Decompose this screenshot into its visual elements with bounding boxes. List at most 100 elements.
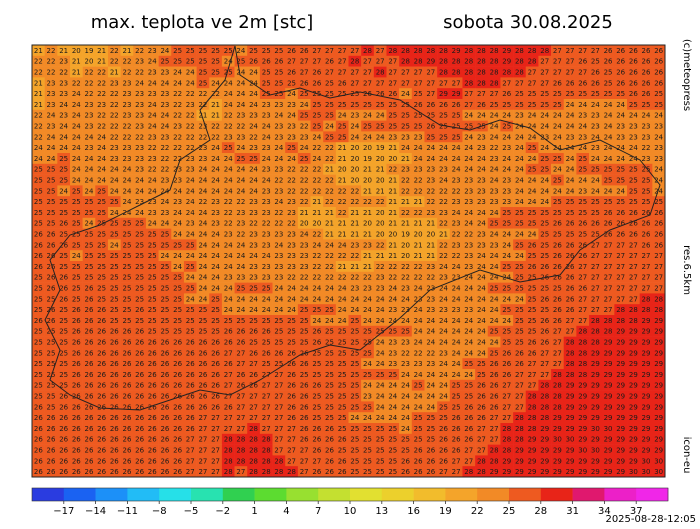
- temperature-cell: [614, 304, 628, 316]
- temperature-value: 23: [502, 187, 511, 195]
- temperature-value: 25: [312, 371, 321, 379]
- temperature-value: 28: [224, 457, 233, 465]
- temperature-value: 28: [439, 69, 448, 77]
- temperature-value: 23: [452, 274, 461, 282]
- temperature-value: 22: [300, 177, 309, 185]
- temperature-value: 25: [59, 155, 68, 163]
- temperature-value: 24: [439, 144, 448, 152]
- temperature-value: 25: [312, 101, 321, 109]
- temperature-value: 25: [59, 371, 68, 379]
- temperature-value: 29: [591, 414, 600, 422]
- temperature-value: 24: [654, 177, 663, 185]
- temperature-value: 24: [148, 220, 157, 228]
- temperature-cell: [196, 185, 210, 197]
- temperature-value: 26: [72, 447, 81, 455]
- temperature-value: 26: [173, 371, 182, 379]
- temperature-value: 28: [528, 403, 537, 411]
- temperature-value: 22: [338, 252, 347, 260]
- temperature-cell: [500, 120, 514, 132]
- temperature-value: 20: [414, 231, 423, 239]
- temperature-value: 23: [477, 133, 486, 141]
- temperature-value: 21: [312, 209, 321, 217]
- temperature-value: 26: [642, 209, 651, 217]
- temperature-cell: [209, 261, 223, 273]
- temperature-value: 29: [528, 436, 537, 444]
- temperature-cell: [158, 304, 172, 316]
- temperature-cell: [373, 250, 387, 262]
- temperature-cell: [525, 228, 539, 240]
- temperature-cell: [171, 358, 185, 370]
- temperature-cell: [538, 131, 552, 143]
- temperature-value: 29: [629, 339, 638, 347]
- temperature-value: 25: [34, 274, 43, 282]
- temperature-cell: [627, 325, 640, 337]
- temperature-value: 23: [47, 123, 56, 131]
- temperature-cell: [361, 109, 375, 121]
- temperature-cell: [247, 88, 261, 100]
- temperature-cell: [209, 250, 223, 262]
- temperature-value: 25: [604, 198, 613, 206]
- temperature-value: 27: [338, 47, 347, 55]
- temperature-value: 26: [59, 414, 68, 422]
- temperature-cell: [361, 304, 375, 316]
- temperature-value: 23: [249, 112, 258, 120]
- colorbar-segment: [222, 488, 255, 501]
- temperature-value: 25: [262, 285, 271, 293]
- temperature-value: 24: [464, 133, 473, 141]
- temperature-value: 25: [59, 263, 68, 271]
- temperature-cell: [285, 358, 299, 370]
- temperature-value: 24: [629, 144, 638, 152]
- temperature-value: 24: [414, 317, 423, 325]
- temperature-value: 24: [515, 155, 524, 163]
- temperature-value: 22: [426, 198, 435, 206]
- temperature-cell: [82, 163, 96, 175]
- temperature-value: 22: [97, 79, 106, 87]
- temperature-value: 23: [426, 360, 435, 368]
- temperature-value: 21: [350, 263, 359, 271]
- temperature-value: 24: [72, 252, 81, 260]
- temperature-cell: [57, 66, 71, 78]
- temperature-value: 26: [59, 457, 68, 465]
- temperature-cell: [272, 153, 286, 165]
- temperature-value: 27: [236, 468, 245, 476]
- temperature-cell: [158, 336, 172, 348]
- temperature-value: 25: [338, 382, 347, 390]
- temperature-cell: [411, 336, 425, 348]
- temperature-value: 24: [616, 101, 625, 109]
- temperature-value: 27: [502, 414, 511, 422]
- temperature-value: 27: [249, 360, 258, 368]
- temperature-cell: [500, 358, 514, 370]
- temperature-value: 25: [515, 339, 524, 347]
- temperature-value: 22: [160, 144, 169, 152]
- temperature-cell: [183, 379, 197, 391]
- temperature-cell: [437, 228, 451, 240]
- temperature-value: 23: [274, 187, 283, 195]
- temperature-value: 29: [540, 425, 549, 433]
- temperature-value: 26: [566, 306, 575, 314]
- temperature-cell: [209, 153, 223, 165]
- temperature-cell: [335, 131, 349, 143]
- temperature-value: 24: [515, 133, 524, 141]
- temperature-cell: [462, 142, 476, 154]
- temperature-cell: [462, 153, 476, 165]
- temperature-cell: [563, 304, 577, 316]
- temperature-cell: [69, 336, 83, 348]
- temperature-cell: [107, 304, 121, 316]
- temperature-cell: [95, 271, 109, 283]
- temperature-value: 24: [654, 112, 663, 120]
- temperature-cell: [614, 250, 628, 262]
- temperature-value: 25: [616, 90, 625, 98]
- temperature-cell: [196, 358, 210, 370]
- temperature-value: 27: [515, 382, 524, 390]
- temperature-value: 26: [97, 328, 106, 336]
- temperature-cell: [209, 304, 223, 316]
- temperature-cell: [361, 153, 375, 165]
- temperature-cell: [221, 261, 235, 273]
- temperature-value: 24: [224, 241, 233, 249]
- temperature-cell: [449, 271, 463, 283]
- temperature-value: 24: [388, 414, 397, 422]
- temperature-cell: [411, 271, 425, 283]
- temperature-value: 28: [591, 328, 600, 336]
- temperature-value: 25: [122, 317, 131, 325]
- temperature-value: 22: [388, 263, 397, 271]
